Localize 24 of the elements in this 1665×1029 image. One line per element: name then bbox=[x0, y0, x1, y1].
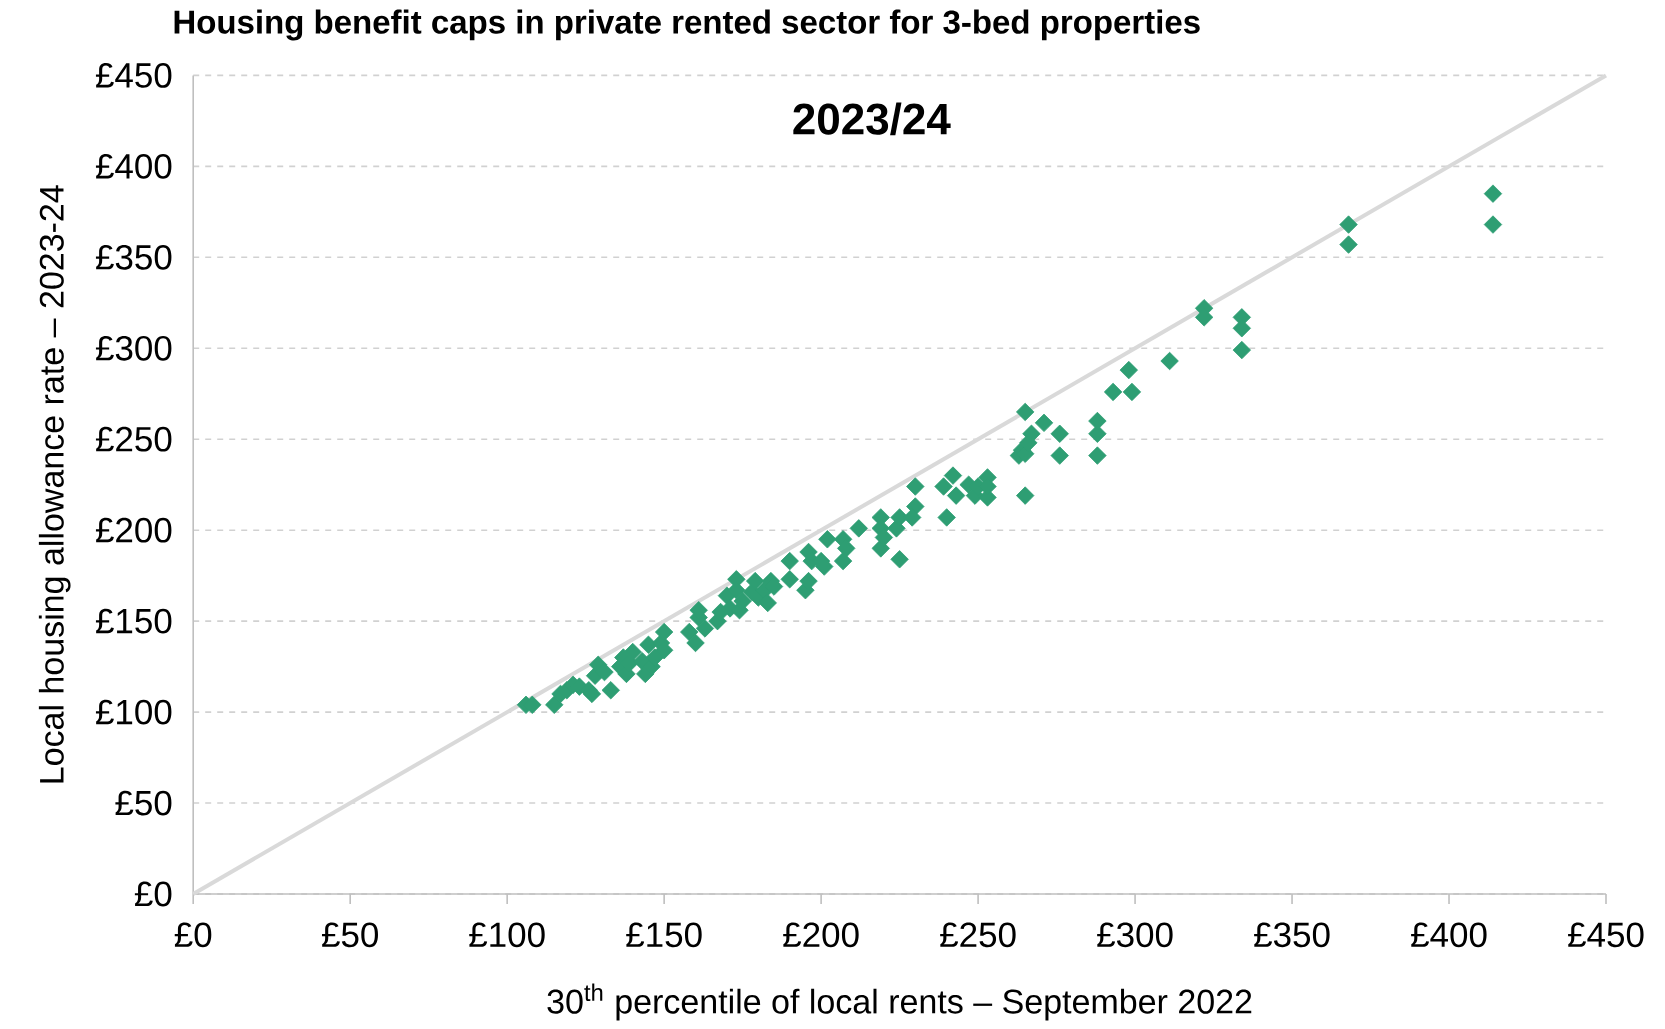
y-tick-label: £50 bbox=[115, 790, 172, 816]
y-axis-title: Local housing allowance rate – 2023-24 bbox=[38, 185, 71, 783]
y-tick-label: £150 bbox=[95, 608, 172, 634]
x-axis-title: 30$^{th}$ percentile of local rents – September 2022 bbox=[547, 983, 1252, 1021]
x-tick-label: £400 bbox=[1411, 922, 1487, 948]
x-tick-label: £450 bbox=[1568, 922, 1644, 948]
x-tick-label: £0 bbox=[174, 922, 212, 948]
x-tick-label: £300 bbox=[1097, 922, 1173, 948]
chart-title: Housing benefit caps in private rented sector for 3-bed properties bbox=[174, 9, 1200, 41]
x-tick-label: £150 bbox=[626, 922, 702, 948]
y-tick-label: £250 bbox=[95, 426, 172, 452]
x-tick-label: £350 bbox=[1254, 922, 1330, 948]
x-tick-label: £100 bbox=[469, 922, 545, 948]
y-tick-label: £200 bbox=[95, 517, 172, 543]
y-tick-label: £400 bbox=[95, 153, 172, 179]
x-tick-label: £50 bbox=[321, 922, 378, 948]
annotation: 2023/24 bbox=[793, 102, 951, 136]
y-tick-label: £300 bbox=[95, 335, 172, 361]
y-tick-label: £450 bbox=[95, 63, 172, 88]
y-tick-label: £100 bbox=[95, 699, 172, 725]
x-tick-label: £200 bbox=[783, 922, 859, 948]
y-tick-label: £350 bbox=[95, 244, 172, 270]
x-tick-label: £250 bbox=[940, 922, 1016, 948]
y-tick-label: £0 bbox=[134, 881, 172, 907]
